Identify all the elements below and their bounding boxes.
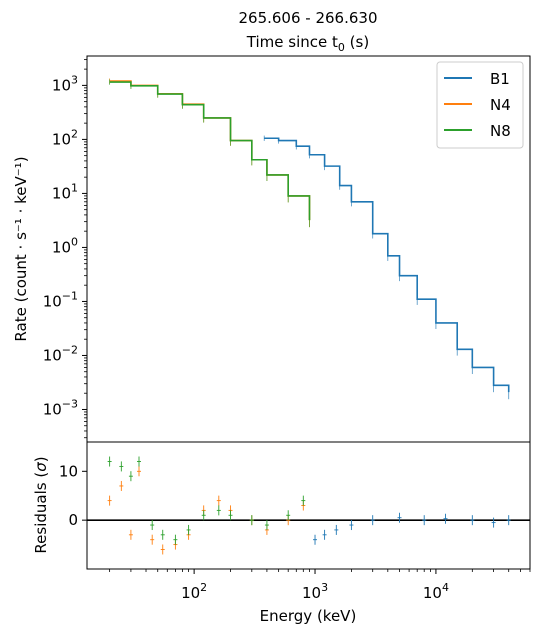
x-tick-label-0: 102: [181, 581, 207, 602]
chart-title-line2-sub: 0: [338, 41, 345, 54]
series-line-N4: [109, 80, 311, 221]
y-tick-label-4-base: 10: [43, 292, 62, 310]
x-tick-label-2-base: 10: [423, 584, 442, 602]
chart-title-line1: 265.606 - 266.630: [238, 9, 377, 27]
legend-label-N4: N4: [490, 96, 511, 114]
y-tick-label-1-base: 10: [52, 130, 71, 148]
series-line-B1: [264, 137, 510, 393]
x-tick-label-2-exp: 4: [442, 581, 449, 594]
legend-label-B1: B1: [490, 70, 510, 88]
y-axis-label-bottom-main: Residuals (: [32, 472, 50, 554]
res-y-tick-label-0: 10: [59, 462, 78, 480]
residuals-series: [107, 456, 511, 555]
spectrum-series: [109, 78, 510, 400]
y-tick-label-4-exp: −1: [62, 289, 78, 302]
y-tick-label-6-base: 10: [43, 400, 62, 418]
x-tick-label-1-exp: 3: [321, 581, 328, 594]
y-tick-label-6: 10−3: [43, 397, 78, 418]
y-tick-label-5: 10−2: [43, 343, 78, 364]
y-axis-label-bottom: Residuals (σ): [32, 456, 50, 553]
y-tick-label-4: 10−1: [43, 289, 78, 310]
y-tick-label-2-base: 10: [52, 184, 71, 202]
y-tick-label-5-exp: −2: [62, 343, 78, 356]
chart-title-line2: Time since t0 (s): [246, 33, 369, 54]
y-tick-label-0-base: 10: [52, 76, 71, 94]
x-tick-label-1: 103: [302, 581, 328, 602]
y-axis-label-bottom-sym: σ: [32, 462, 50, 472]
y-tick-label-0: 103: [52, 73, 78, 94]
legend: B1 N4 N8: [436, 61, 524, 149]
y-tick-label-3-base: 10: [52, 238, 71, 256]
chart-title-line2-tail: (s): [345, 33, 369, 51]
y-tick-label-3: 100: [52, 235, 78, 256]
y-tick-label-2-exp: 1: [71, 181, 78, 194]
x-tick-label-0-exp: 2: [200, 581, 207, 594]
series-line-N8: [109, 81, 311, 221]
x-axis-label: Energy (keV): [260, 607, 357, 625]
residuals-plot-frame: [86, 441, 531, 570]
chart-title-line2-main: Time since t: [246, 33, 338, 51]
y-tick-label-6-exp: −3: [62, 397, 78, 410]
y-tick-label-5-base: 10: [43, 346, 62, 364]
x-tick-label-1-base: 10: [302, 584, 321, 602]
x-tick-label-2: 104: [423, 581, 449, 602]
legend-items: B1 N4 N8: [444, 70, 511, 140]
y-tick-label-3-exp: 0: [71, 235, 78, 248]
y-tick-label-0-exp: 3: [71, 73, 78, 86]
legend-label-N8: N8: [490, 122, 511, 140]
y-tick-label-1: 102: [52, 127, 78, 148]
y-tick-label-2: 101: [52, 181, 78, 202]
x-tick-label-0-base: 10: [181, 584, 200, 602]
y-axis-label-bottom-tail: ): [32, 456, 50, 462]
res-y-tick-label-1: 0: [68, 511, 78, 529]
legend-box: [436, 61, 524, 149]
y-tick-label-1-exp: 2: [71, 127, 78, 140]
y-axis-label-top: Rate (count · s⁻¹ · keV⁻¹): [12, 156, 30, 341]
